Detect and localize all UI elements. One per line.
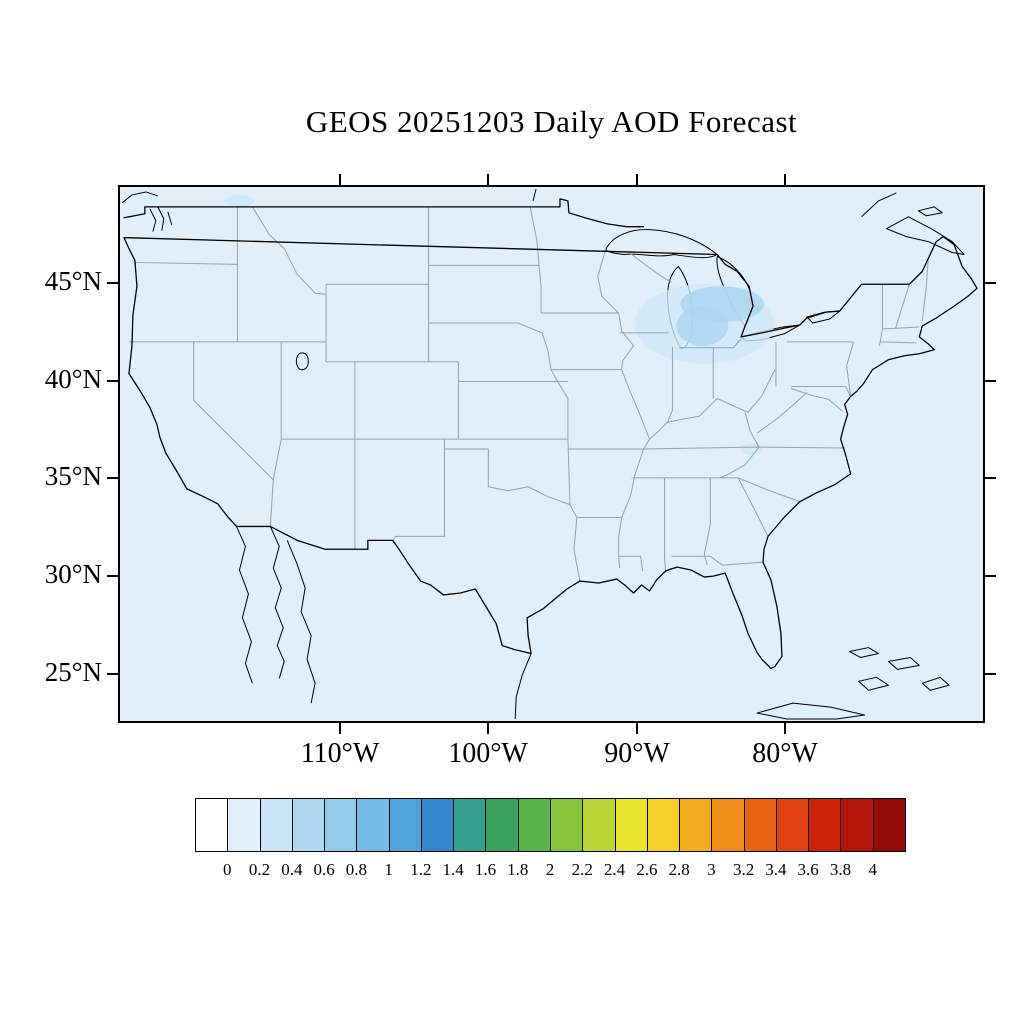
colorbar-segment xyxy=(582,798,616,852)
colorbar-segment xyxy=(388,798,422,852)
lat-tick-label: 25°N xyxy=(44,657,102,687)
colorbar-segment xyxy=(808,798,842,852)
colorbar-segment xyxy=(356,798,390,852)
colorbar-tick-label: 1.2 xyxy=(410,860,432,879)
colorbar-tick-label: 3.4 xyxy=(765,860,787,879)
colorbar-segment xyxy=(227,798,261,852)
colorbar-segment xyxy=(453,798,487,852)
us-coastline-outline xyxy=(123,198,978,670)
lat-tick-right xyxy=(985,380,996,382)
lon-tick-top xyxy=(784,174,786,185)
lon-tick-label: 90°W xyxy=(604,738,670,769)
colorbar-tick-label: 2 xyxy=(545,860,555,879)
colorbar-segment xyxy=(291,798,326,852)
colorbar-tick-label: 0.6 xyxy=(313,860,335,879)
aod-plume-west-virginia xyxy=(740,443,763,455)
lake-superior xyxy=(605,229,718,259)
lat-tick-right xyxy=(985,477,996,479)
lat-tick-right xyxy=(985,282,996,284)
lat-tick-right xyxy=(985,575,996,577)
lat-tick-label: 30°N xyxy=(44,559,102,589)
lon-tick-bottom xyxy=(784,723,786,734)
colorbar-segment xyxy=(775,798,810,852)
colorbar-segment xyxy=(517,798,551,852)
colorbar-tick-label: 3 xyxy=(707,860,716,879)
plot-title: GEOS 20251203 Daily AOD Forecast xyxy=(305,104,798,139)
colorbar-segment xyxy=(614,798,648,852)
colorbar-tick-label: 2.4 xyxy=(603,860,626,879)
lat-tick-label: 45°N xyxy=(44,266,102,296)
colorbar-segment xyxy=(743,798,777,852)
colorbar-tick-label: 2.6 xyxy=(636,860,658,879)
aod-plume-lake-michigan xyxy=(676,306,729,346)
colorbar-segment xyxy=(324,798,358,852)
us-map-svg xyxy=(120,187,983,721)
aod-plume-northwest xyxy=(224,194,255,207)
colorbar-tick-label: 0.8 xyxy=(345,860,367,879)
lon-tick-label: 110°W xyxy=(300,738,380,769)
colorbar-tick-label: 3.2 xyxy=(733,860,755,879)
colorbar-segment xyxy=(711,798,745,852)
lat-tick-label: 35°N xyxy=(44,461,102,491)
lon-tick-bottom xyxy=(636,723,638,734)
colorbar-tick-label: 3.6 xyxy=(797,860,819,879)
lat-tick-left xyxy=(107,282,118,284)
colorbar-tick-label: 1 xyxy=(384,860,393,879)
lat-tick-left xyxy=(107,575,118,577)
colorbar-segment xyxy=(485,798,519,852)
colorbar-segment xyxy=(420,798,455,852)
lon-tick-bottom xyxy=(339,723,341,734)
colorbar-segment xyxy=(195,798,229,852)
lon-tick-bottom xyxy=(487,723,489,734)
lat-tick-left xyxy=(107,673,118,675)
colorbar-tick-label: 3.8 xyxy=(829,860,852,879)
colorbar-tick-label: 2.8 xyxy=(668,860,690,879)
colorbar-segment xyxy=(259,798,293,852)
lat-tick-right xyxy=(985,673,996,675)
canada-coast xyxy=(121,188,965,255)
great-salt-lake xyxy=(295,352,309,371)
lat-tick-left xyxy=(107,380,118,382)
lon-tick-top xyxy=(487,174,489,185)
colorbar-segment xyxy=(840,798,874,852)
colorbar-segment xyxy=(679,798,713,852)
colorbar-segment xyxy=(872,798,906,852)
lon-tick-top xyxy=(339,174,341,185)
colorbar-tick-label: 1.8 xyxy=(507,860,529,879)
state-boundaries xyxy=(128,206,929,582)
colorbar-tick-label: 4 xyxy=(868,860,877,879)
lon-tick-label: 100°W xyxy=(448,738,528,769)
caribbean-islands xyxy=(756,647,950,720)
colorbar-segment xyxy=(550,798,584,852)
lat-tick-left xyxy=(107,477,118,479)
colorbar-tick-label: 0.2 xyxy=(248,860,271,879)
colorbar-tick-label: 0 xyxy=(223,860,232,879)
colorbar-tick-label: 2.2 xyxy=(571,860,593,879)
colorbar-tick-label: 1.6 xyxy=(474,860,497,879)
colorbar-tick-label: 0.4 xyxy=(281,860,303,879)
lat-tick-label: 40°N xyxy=(44,364,102,394)
map-frame xyxy=(118,185,985,723)
colorbar-tick-label: 1.4 xyxy=(442,860,464,879)
map-background xyxy=(120,187,983,721)
lon-tick-top xyxy=(636,174,638,185)
lon-tick-label: 80°W xyxy=(752,738,818,769)
mexico-coast xyxy=(236,526,532,720)
colorbar-segment xyxy=(646,798,681,852)
